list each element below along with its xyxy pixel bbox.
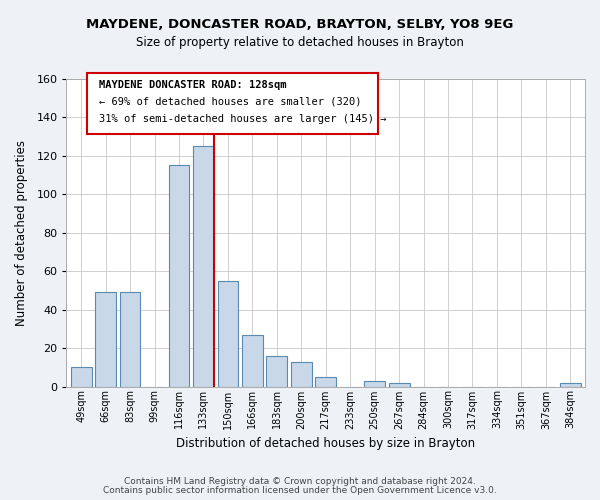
Text: Contains HM Land Registry data © Crown copyright and database right 2024.: Contains HM Land Registry data © Crown c… — [124, 477, 476, 486]
Text: MAYDENE DONCASTER ROAD: 128sqm: MAYDENE DONCASTER ROAD: 128sqm — [99, 80, 286, 90]
Bar — [242, 334, 263, 386]
Text: 31% of semi-detached houses are larger (145) →: 31% of semi-detached houses are larger (… — [99, 114, 386, 124]
Bar — [560, 382, 581, 386]
Bar — [193, 146, 214, 386]
Bar — [266, 356, 287, 386]
Text: Size of property relative to detached houses in Brayton: Size of property relative to detached ho… — [136, 36, 464, 49]
Text: Contains public sector information licensed under the Open Government Licence v3: Contains public sector information licen… — [103, 486, 497, 495]
Bar — [389, 382, 410, 386]
Bar — [316, 377, 336, 386]
Text: MAYDENE, DONCASTER ROAD, BRAYTON, SELBY, YO8 9EG: MAYDENE, DONCASTER ROAD, BRAYTON, SELBY,… — [86, 18, 514, 30]
Bar — [291, 362, 311, 386]
Bar — [95, 292, 116, 386]
Y-axis label: Number of detached properties: Number of detached properties — [15, 140, 28, 326]
Bar — [119, 292, 140, 386]
Bar — [218, 281, 238, 386]
X-axis label: Distribution of detached houses by size in Brayton: Distribution of detached houses by size … — [176, 437, 475, 450]
Text: ← 69% of detached houses are smaller (320): ← 69% of detached houses are smaller (32… — [99, 96, 361, 106]
Bar — [364, 380, 385, 386]
Bar — [169, 166, 190, 386]
Bar — [71, 368, 92, 386]
